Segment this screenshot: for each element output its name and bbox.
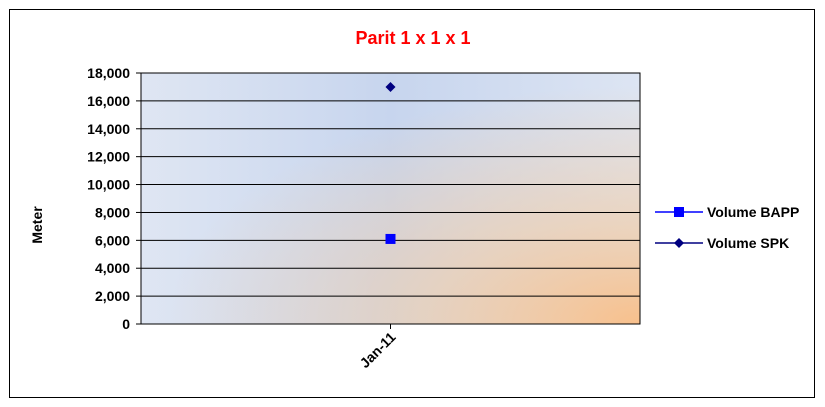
legend-label: Volume SPK <box>707 235 789 251</box>
chart-title: Parit 1 x 1 x 1 <box>355 28 470 48</box>
chart-svg: Parit 1 x 1 x 1 Meter 0 2,000 4,000 6,000 8,… <box>29 28 799 371</box>
y-axis-ticks: 0 2,000 4,000 6,000 8,000 10,000 12,000 14,000 1… <box>87 65 141 332</box>
x-axis-ticks: Jan-11 <box>356 324 399 371</box>
y-tick-label: 18,000 <box>87 65 130 81</box>
y-tick-label: 4,000 <box>95 260 130 276</box>
legend-label: Volume BAPP <box>707 204 799 220</box>
y-axis-label: Meter <box>29 206 45 244</box>
y-tick-label: 12,000 <box>87 149 130 165</box>
y-tick-label: 10,000 <box>87 177 130 193</box>
y-tick-label: 14,000 <box>87 121 130 137</box>
y-tick-label: 8,000 <box>95 204 130 220</box>
legend-marker <box>674 238 684 248</box>
chart-frame: Parit 1 x 1 x 1 Meter 0 2,000 4,000 6,000 8,… <box>9 9 815 398</box>
legend: Volume BAPP Volume SPK <box>655 204 799 251</box>
plot-background-glow <box>141 73 640 324</box>
x-tick-label: Jan-11 <box>356 329 398 371</box>
plot-area <box>141 73 640 324</box>
data-point-volume-spk <box>385 81 396 92</box>
y-tick-label: 6,000 <box>95 232 130 248</box>
y-tick-label: 2,000 <box>95 288 130 304</box>
y-tick-label: 16,000 <box>87 93 130 109</box>
data-points <box>385 81 396 244</box>
legend-marker <box>674 207 684 217</box>
y-tick-label: 0 <box>122 316 130 332</box>
data-point-volume-bapp <box>385 233 396 244</box>
